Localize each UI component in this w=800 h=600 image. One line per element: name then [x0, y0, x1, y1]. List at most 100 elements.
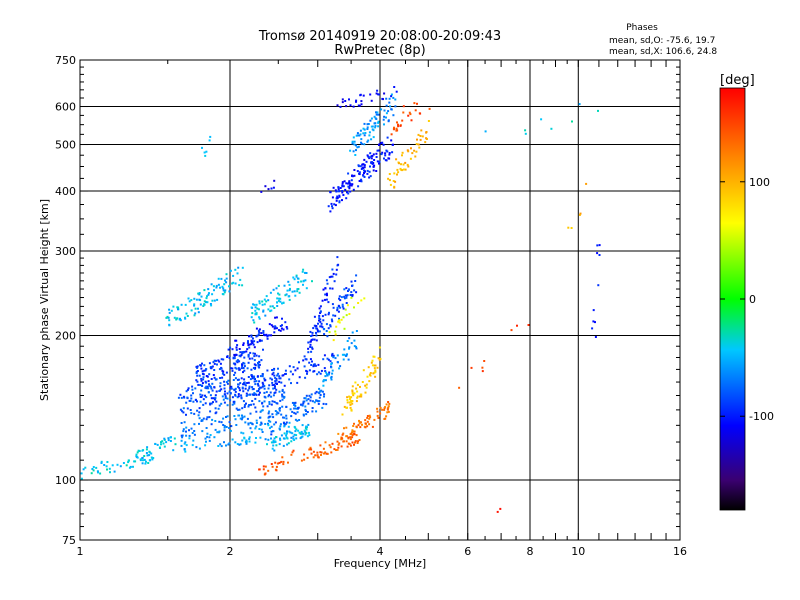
data-point	[338, 367, 341, 370]
data-point	[183, 396, 186, 399]
data-point	[316, 327, 319, 330]
data-point	[265, 300, 268, 303]
data-point	[311, 360, 313, 363]
data-point	[300, 403, 302, 406]
data-point	[272, 387, 275, 390]
data-point	[337, 263, 340, 266]
data-point	[339, 306, 342, 309]
data-point	[321, 406, 324, 409]
data-point	[270, 425, 273, 428]
data-point	[317, 363, 320, 366]
data-point	[180, 422, 183, 424]
data-point	[320, 389, 323, 392]
data-point	[253, 359, 256, 362]
data-point	[373, 367, 376, 370]
data-point	[250, 374, 253, 377]
data-point	[263, 377, 266, 380]
data-point	[246, 393, 249, 396]
data-point	[363, 128, 366, 131]
y-axis-label: Stationary phase Virtual Height [km]	[38, 199, 51, 401]
data-point	[243, 415, 246, 418]
data-point	[348, 346, 351, 349]
data-point	[255, 354, 258, 357]
data-point	[275, 388, 278, 391]
data-point	[348, 187, 351, 190]
data-point	[352, 150, 355, 153]
data-point	[280, 460, 283, 463]
data-point	[285, 417, 288, 420]
data-point	[245, 394, 248, 397]
data-point	[353, 443, 355, 446]
data-point	[264, 185, 267, 188]
data-point	[269, 305, 272, 308]
data-point	[216, 363, 218, 366]
data-point	[300, 459, 303, 462]
data-point	[290, 453, 293, 456]
data-point	[311, 338, 314, 341]
data-point	[258, 400, 261, 403]
data-point	[324, 293, 327, 296]
data-point	[238, 348, 241, 350]
data-point	[219, 385, 222, 388]
data-point	[265, 391, 268, 394]
data-point	[378, 162, 380, 165]
data-point	[148, 451, 151, 454]
data-point	[213, 362, 216, 365]
data-point	[258, 300, 261, 303]
data-point	[294, 418, 297, 421]
data-point	[369, 175, 372, 178]
data-point	[261, 381, 264, 384]
data-point	[365, 386, 368, 389]
data-point	[368, 134, 371, 137]
data-point	[219, 382, 222, 385]
data-point	[238, 408, 241, 411]
data-point	[396, 173, 398, 176]
data-point	[527, 324, 530, 326]
data-point	[319, 372, 322, 375]
data-point	[360, 100, 363, 103]
data-point	[243, 369, 246, 372]
data-point	[254, 393, 257, 396]
data-point	[369, 93, 372, 96]
data-point	[198, 447, 201, 450]
data-point	[254, 383, 257, 386]
data-point	[378, 346, 381, 349]
data-point	[230, 425, 233, 428]
data-point	[325, 330, 328, 332]
x-tick-label: 8	[527, 545, 534, 558]
data-point	[203, 364, 206, 367]
data-point	[278, 329, 280, 332]
data-point	[404, 161, 407, 164]
data-point	[302, 413, 305, 416]
data-point	[360, 142, 363, 145]
data-point	[373, 355, 376, 358]
data-point	[425, 131, 428, 134]
data-point	[200, 396, 203, 398]
data-point	[274, 421, 277, 424]
data-point	[193, 303, 196, 306]
data-point	[266, 335, 269, 338]
data-point	[198, 411, 201, 414]
data-point	[176, 317, 179, 320]
data-point	[369, 119, 372, 122]
data-point	[275, 316, 278, 319]
data-point	[358, 419, 360, 422]
data-point	[297, 407, 300, 409]
data-point	[318, 314, 321, 317]
data-point	[225, 371, 228, 374]
data-point	[331, 268, 334, 271]
data-point	[190, 427, 193, 430]
data-point	[341, 433, 344, 436]
data-point	[291, 373, 294, 376]
data-point	[397, 123, 399, 126]
data-point	[288, 298, 291, 301]
data-point	[235, 348, 238, 351]
data-point	[254, 441, 257, 444]
data-point	[193, 423, 196, 426]
data-point	[304, 376, 307, 379]
data-point	[204, 386, 207, 389]
data-point	[377, 120, 380, 123]
data-point	[223, 429, 226, 432]
data-point	[260, 386, 263, 389]
data-point	[275, 413, 278, 416]
